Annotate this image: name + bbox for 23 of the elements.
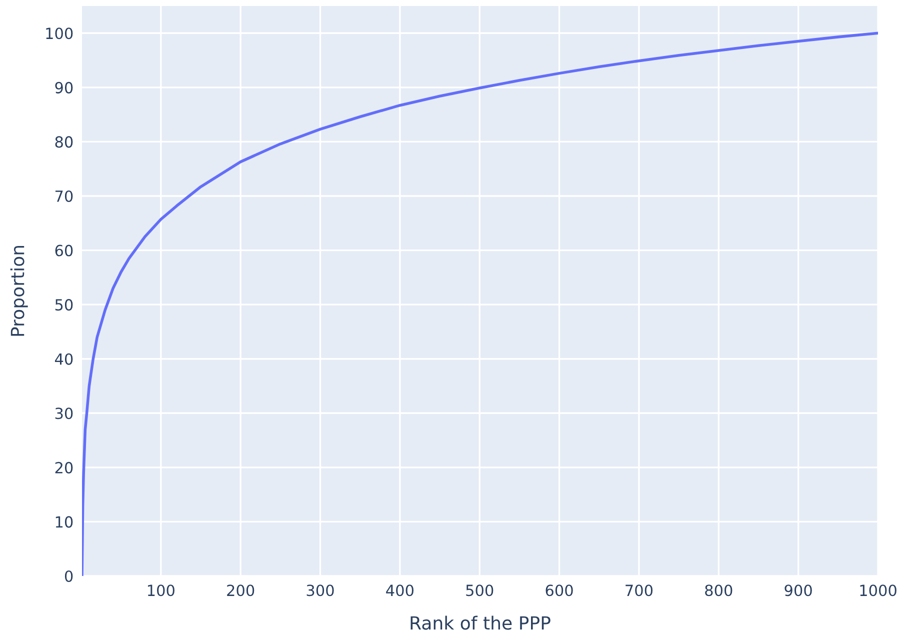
y-tick-label: 50 (55, 299, 73, 311)
x-tick-label: 200 (227, 584, 254, 596)
y-tick-label: 10 (56, 516, 73, 528)
x-tick-label: 800 (705, 584, 732, 596)
x-tick-label: 900 (784, 584, 812, 596)
y-tick-label: 40 (54, 353, 73, 365)
x-axis-title: Rank of the PPP (410, 616, 550, 630)
x-tick-label: 700 (626, 584, 653, 596)
y-tick-label: 30 (55, 408, 73, 420)
y-tick-label: 70 (55, 190, 73, 202)
y-tick-label: 90 (55, 82, 73, 94)
y-tick-label: 80 (55, 136, 73, 148)
x-tick-label: 100 (148, 584, 174, 596)
x-tick-label: 600 (546, 584, 573, 596)
x-tick-label: 400 (386, 584, 414, 596)
y-axis-title: Proportion (10, 246, 28, 336)
y-tick-label: 100 (46, 28, 73, 40)
y-tick-label: 0 (64, 570, 73, 582)
x-tick-label: 1000 (860, 584, 896, 596)
y-tick-label: 60 (55, 244, 73, 256)
x-tick-label: 500 (466, 584, 494, 596)
y-tick-label: 20 (55, 462, 73, 474)
x-tick-label: 300 (306, 584, 334, 596)
